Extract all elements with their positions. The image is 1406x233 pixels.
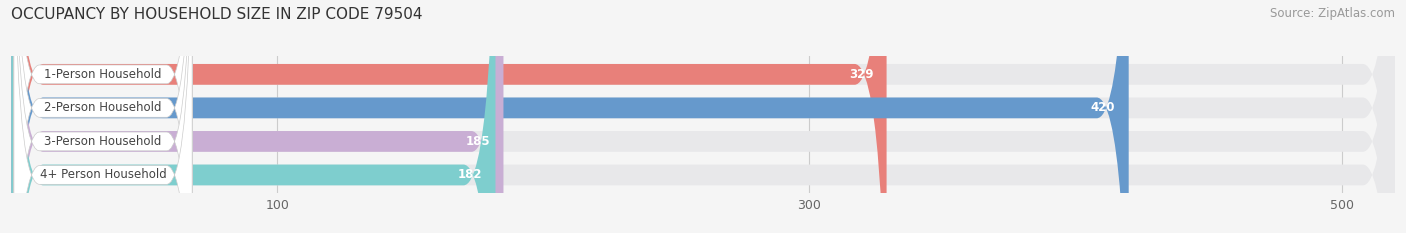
Text: OCCUPANCY BY HOUSEHOLD SIZE IN ZIP CODE 79504: OCCUPANCY BY HOUSEHOLD SIZE IN ZIP CODE … bbox=[11, 7, 423, 22]
FancyBboxPatch shape bbox=[11, 0, 1395, 233]
Text: Source: ZipAtlas.com: Source: ZipAtlas.com bbox=[1270, 7, 1395, 20]
FancyBboxPatch shape bbox=[11, 0, 1129, 233]
FancyBboxPatch shape bbox=[11, 0, 503, 233]
Text: 1-Person Household: 1-Person Household bbox=[44, 68, 162, 81]
FancyBboxPatch shape bbox=[14, 0, 193, 233]
FancyBboxPatch shape bbox=[14, 0, 193, 233]
FancyBboxPatch shape bbox=[11, 0, 495, 233]
Text: 182: 182 bbox=[458, 168, 482, 182]
FancyBboxPatch shape bbox=[11, 0, 1395, 233]
Text: 2-Person Household: 2-Person Household bbox=[44, 101, 162, 114]
FancyBboxPatch shape bbox=[14, 0, 193, 233]
FancyBboxPatch shape bbox=[11, 0, 1395, 233]
Text: 185: 185 bbox=[465, 135, 491, 148]
Text: 420: 420 bbox=[1091, 101, 1115, 114]
FancyBboxPatch shape bbox=[14, 0, 193, 233]
Text: 4+ Person Household: 4+ Person Household bbox=[39, 168, 166, 182]
Text: 3-Person Household: 3-Person Household bbox=[45, 135, 162, 148]
FancyBboxPatch shape bbox=[11, 0, 1395, 233]
Text: 329: 329 bbox=[849, 68, 873, 81]
FancyBboxPatch shape bbox=[11, 0, 887, 233]
